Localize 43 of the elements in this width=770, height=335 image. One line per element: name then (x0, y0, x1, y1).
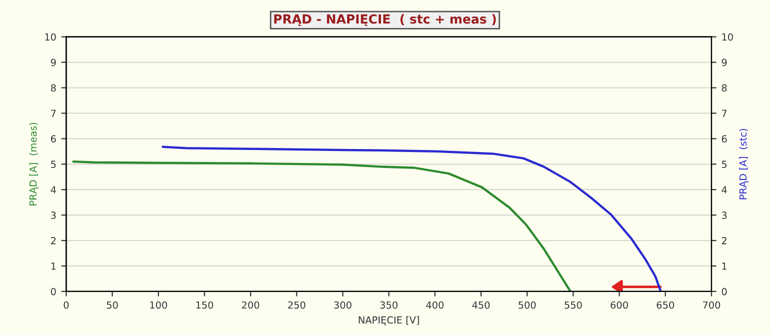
line-series (162, 146, 662, 292)
y-tick-label: 7 (51, 110, 56, 117)
y2-tick-label: 4 (722, 186, 727, 194)
x-tick-label: 100 (150, 301, 168, 309)
y2-axis-title: PRĄD [A] (stc) (739, 128, 748, 200)
y2-tick-label: 5 (722, 160, 727, 168)
y2-tick-label: 8 (722, 84, 727, 92)
y2-tick-label: 1 (722, 262, 726, 270)
x-tick-label: 600 (610, 301, 628, 309)
y2-tick-label: 0 (722, 288, 727, 296)
x-tick-label: 500 (518, 301, 536, 309)
y-tick-label: 4 (50, 186, 56, 194)
y-tick-label: 2 (51, 237, 56, 244)
x-tick-label: 350 (380, 301, 398, 309)
x-tick-label: 300 (334, 301, 352, 309)
x-tick-label: 250 (288, 301, 306, 309)
x-tick-label: 400 (426, 301, 444, 309)
x-axis-title: NAPIĘCIE [V] (358, 316, 419, 326)
y-tick-label: 10 (45, 33, 56, 41)
x-tick-label: 700 (703, 301, 720, 309)
y-tick-label: 1 (51, 262, 56, 270)
y-axis-title: PRĄD [A] (meas) (29, 122, 38, 206)
y-tick-label: 6 (50, 135, 56, 143)
y2-tick-label: 6 (722, 135, 727, 143)
y-tick-label: 8 (50, 84, 56, 92)
chart-title: PRĄD - NAPIĘCIE ( stc + meas ) (274, 14, 496, 26)
y-tick-label: 9 (50, 58, 56, 66)
y2-tick-label: 10 (722, 33, 733, 41)
x-tick-label: 0 (64, 301, 69, 309)
x-tick-label: 650 (656, 301, 674, 309)
line-series (72, 160, 572, 292)
y2-tick-label: 3 (722, 212, 727, 219)
y2-tick-label: 9 (722, 58, 727, 66)
x-tick-label: 50 (106, 301, 118, 309)
y-tick-label: 5 (51, 160, 56, 168)
y-tick-label: 0 (50, 288, 56, 296)
y2-tick-label: 2 (722, 237, 726, 244)
y-tick-label: 3 (51, 212, 56, 219)
y2-tick-label: 7 (722, 110, 727, 117)
x-tick-label: 450 (472, 301, 490, 309)
x-tick-label: 550 (564, 301, 582, 309)
x-tick-label: 200 (242, 301, 260, 309)
x-tick-label: 150 (196, 301, 214, 309)
